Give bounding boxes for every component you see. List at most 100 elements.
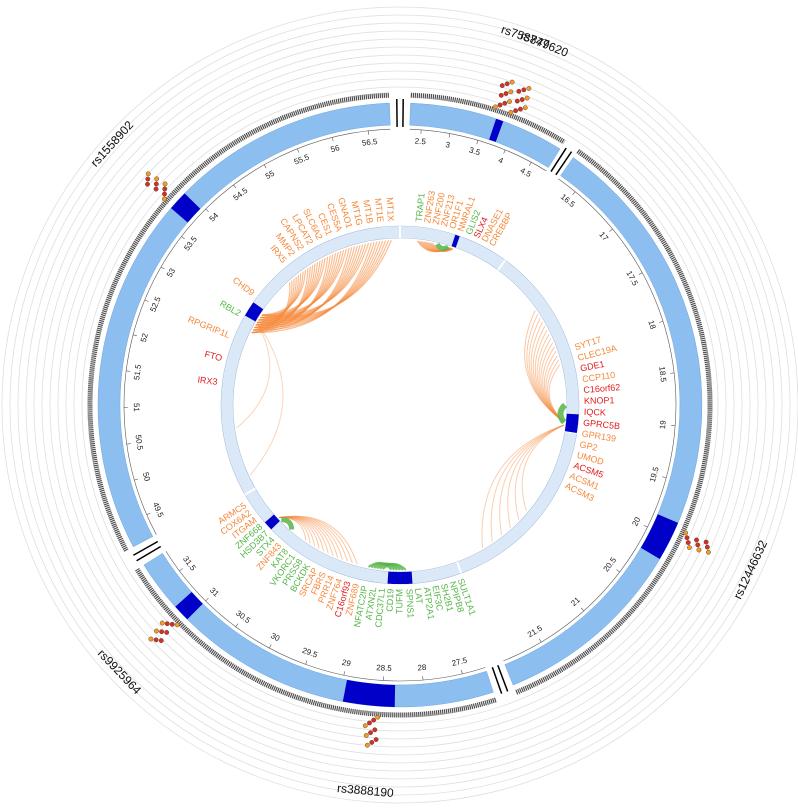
tick-mark <box>572 191 576 195</box>
snp-point <box>364 742 370 748</box>
tick-label: 30.5 <box>234 609 252 626</box>
snp-point <box>164 630 170 635</box>
track-circle <box>65 70 735 740</box>
tick-mark <box>133 334 138 337</box>
snp-point <box>502 100 508 106</box>
tick-mark <box>638 272 643 275</box>
snp-point <box>498 92 504 98</box>
gene-label: LAT <box>413 588 425 605</box>
snp-point <box>158 638 164 643</box>
gene-label: TUFM <box>394 589 404 614</box>
tick-mark <box>205 208 209 212</box>
tick-mark <box>448 133 451 138</box>
tick-label: 55.5 <box>293 152 311 166</box>
link <box>261 257 326 316</box>
tick-mark <box>205 597 209 602</box>
track-circle <box>49 54 751 756</box>
track-circle <box>73 78 727 732</box>
track-circle <box>33 38 767 772</box>
tick-mark <box>263 164 267 169</box>
gene-label: IQCK <box>584 407 606 418</box>
link <box>536 333 565 423</box>
gene-label: RBL2 <box>218 298 243 318</box>
highlight-block <box>170 193 201 223</box>
tick-label: 52.5 <box>148 295 162 313</box>
snp-point <box>503 91 509 96</box>
snp-point <box>372 727 378 733</box>
tick-mark <box>146 512 151 515</box>
tick-label: 51 <box>132 403 141 413</box>
link <box>538 338 565 423</box>
snp-point <box>703 539 709 545</box>
snp-point <box>683 530 689 536</box>
snp-point <box>369 740 375 745</box>
snp-point <box>499 83 505 88</box>
snp-point <box>153 181 159 187</box>
tick-mark <box>643 525 648 528</box>
gene-label: CCP110 <box>582 370 616 384</box>
tick-mark <box>134 478 139 481</box>
snp-point <box>159 629 165 635</box>
track-circle <box>57 62 743 748</box>
tick-label: 18.5 <box>657 366 668 383</box>
snp-point <box>695 542 701 548</box>
tick-label: 56.5 <box>361 137 378 148</box>
tick-label: 4.5 <box>519 166 534 179</box>
gene-label: C16orf62 <box>583 382 621 395</box>
snp-point <box>507 99 512 104</box>
link <box>534 329 565 423</box>
tick-mark <box>235 623 239 627</box>
tick-mark <box>580 607 585 612</box>
link <box>261 248 347 316</box>
tick-mark <box>538 638 542 643</box>
tick-mark <box>269 644 272 649</box>
snp-point <box>368 730 373 736</box>
gene-label: KNOP1 <box>584 395 615 406</box>
tick-mark <box>343 671 345 676</box>
link <box>530 321 565 423</box>
break-mark <box>497 664 509 692</box>
link <box>524 310 565 423</box>
gene-label: FTO <box>203 349 223 363</box>
snp-point <box>161 196 167 202</box>
snp-point <box>162 191 167 197</box>
inner-ring <box>221 226 579 584</box>
tick-label: 4 <box>497 156 505 166</box>
link <box>279 516 339 558</box>
snp-point <box>153 637 159 643</box>
break-mark <box>491 666 503 694</box>
snp-point <box>514 98 520 104</box>
snp-point <box>706 549 711 555</box>
link <box>279 516 348 562</box>
link <box>490 424 564 542</box>
tick-mark <box>126 443 131 445</box>
tick-label: 17.5 <box>624 269 640 287</box>
tick-label: 31.5 <box>181 555 198 573</box>
link <box>521 424 564 512</box>
snp-point <box>164 621 170 627</box>
snp-point <box>153 186 159 192</box>
tick-label: 29.5 <box>301 646 319 660</box>
break-mark <box>555 151 573 176</box>
tick-label: 21 <box>569 595 582 608</box>
snp-point <box>524 95 530 101</box>
snp-point <box>521 87 527 93</box>
snp-point <box>509 79 515 85</box>
snp-label: rs12446632 <box>731 538 771 602</box>
snp-point <box>518 106 523 112</box>
tick-label: 49.5 <box>151 501 166 519</box>
link <box>279 515 358 565</box>
tick-mark <box>181 236 185 240</box>
snp-label: rs3888190 <box>337 781 395 800</box>
tick-label: 3 <box>445 140 452 150</box>
link <box>532 325 565 423</box>
gene-label: IRX3 <box>197 375 218 387</box>
link <box>434 242 450 252</box>
snp-point <box>694 537 699 543</box>
gene-label: RPGRIP1L <box>186 314 231 340</box>
highlight-block <box>489 118 504 142</box>
link <box>279 516 343 560</box>
gene-label: CDC37L1 <box>373 588 387 628</box>
link <box>526 313 565 423</box>
snp-label: rs1558902 <box>88 118 137 170</box>
